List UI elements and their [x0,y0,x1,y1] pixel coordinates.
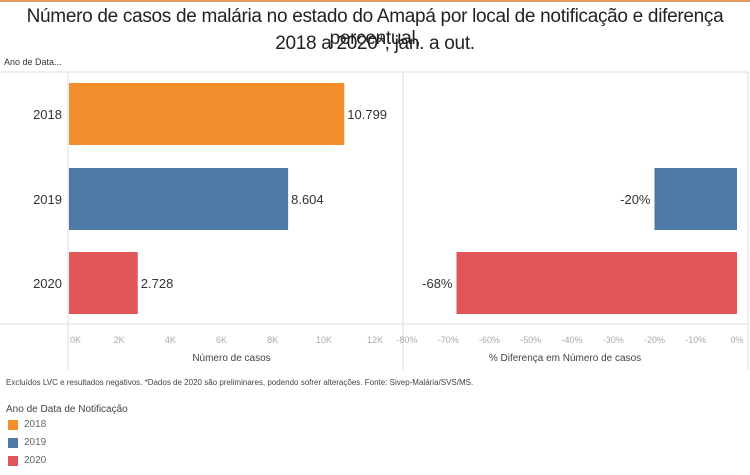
top-accent-line [0,0,750,2]
value-label-pct-2020: -68% [422,276,453,291]
left-panel-cases: 2018 10.799 2019 8.604 2020 2.728 0K 2K 4K 6K 8K 10… [33,83,387,364]
bar-cases-2020[interactable] [69,252,138,314]
bar-cases-2018[interactable] [69,83,345,145]
x-tick-label-left: 8K [267,335,278,345]
x-tick-label-right: -10% [685,335,706,345]
chart-area: 2018 10.799 2019 8.604 2020 2.728 0K 2K 4K 6K 8K 10… [0,71,749,370]
x-tick-label-right: -80% [396,335,417,345]
x-tick-label-right: 0% [730,335,743,345]
value-label-pct-2019: -20% [620,192,651,207]
x-tick-label-left: 6K [216,335,227,345]
x-tick-label-left: 10K [316,335,332,345]
x-tick-label-left: 4K [165,335,176,345]
bar-pct-diff-2019[interactable] [654,168,738,230]
value-label-cases-2020: 2.728 [141,276,174,291]
legend-label: 2019 [24,437,47,448]
x-tick-label-right: -50% [520,335,541,345]
chart-title-line1: Número de casos de malária no estado do … [26,6,724,49]
x-tick-label-right: -60% [479,335,500,345]
x-tick-label-left: 12K [367,335,383,345]
x-axis-title-left: Número de casos [192,353,270,364]
legend-swatch [8,437,18,448]
legend-item-2019[interactable]: 2019 [8,437,46,448]
x-tick-label-right: -70% [438,335,459,345]
legend-label: 2018 [24,419,47,430]
legend-swatch [8,455,18,466]
category-label-2019: 2019 [33,192,62,207]
row-header[interactable]: Ano de Data... [4,57,62,67]
x-tick-label-right: -30% [603,335,624,345]
x-tick-label-left: 2K [114,335,125,345]
bar-cases-2019[interactable] [69,168,289,230]
x-tick-label-left: 0K [70,335,81,345]
bar-pct-diff-2020[interactable] [456,252,738,314]
legend-label: 2020 [24,455,47,466]
legend-item-2020[interactable]: 2020 [8,455,46,466]
chart-frame [0,71,749,370]
category-label-2018: 2018 [33,107,62,122]
chart-title-line2: 2018 a 2020*, jan. a out. [275,33,475,54]
x-tick-label-right: -40% [561,335,582,345]
x-axis-title-right: % Diferença em Número de casos [489,353,641,364]
category-label-2020: 2020 [33,276,62,291]
legend-item-2018[interactable]: 2018 [8,419,46,430]
value-label-cases-2018: 10.799 [347,107,387,122]
right-panel-pct-diff: -20% -68% -80% -70% -60% -50% -40% -30% -20% -10%… [396,168,744,364]
footnote: Excluídos LVC e resultados negativos. *D… [6,378,474,387]
legend-title: Ano de Data de Notificação [6,404,128,415]
x-tick-label-right: -20% [644,335,665,345]
value-label-cases-2019: 8.604 [291,192,324,207]
legend-swatch [8,419,18,430]
